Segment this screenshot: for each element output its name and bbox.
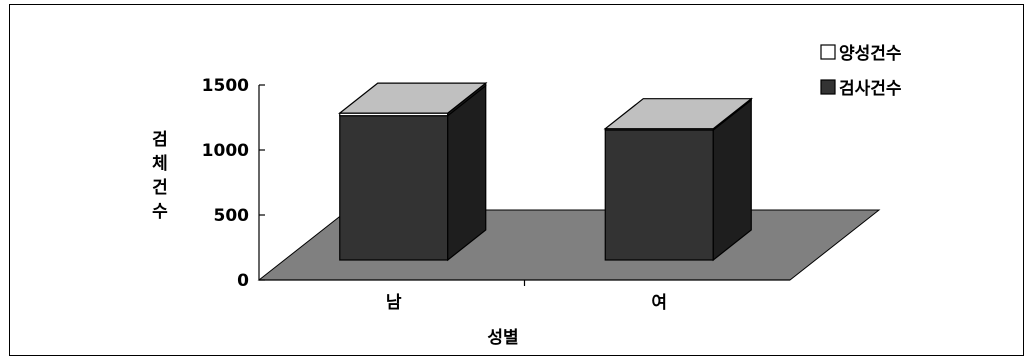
y-tick-label: 0 (237, 271, 249, 291)
y-axis-title-char: 체 (152, 154, 168, 174)
bar-segment (339, 115, 449, 261)
x-tick-label: 여 (651, 293, 667, 313)
y-tick-label: 1500 (202, 76, 249, 96)
bar-top (603, 98, 753, 130)
legend-label-tested: 검사건수 (839, 79, 902, 99)
bar-top (338, 82, 488, 114)
legend-label-positive: 양성건수 (839, 44, 902, 64)
legend-swatch-tested (820, 79, 836, 95)
x-tick-label: 남 (386, 293, 402, 313)
bar-2 (603, 97, 753, 262)
legend-swatch-positive (820, 44, 836, 60)
bar-segment (604, 129, 714, 261)
y-axis-title-char: 수 (152, 202, 168, 222)
y-axis-title-char: 검 (152, 130, 168, 150)
legend: 양성건수 검사건수 (820, 44, 902, 99)
y-axis-title-char: 건 (152, 178, 168, 198)
bar-1 (338, 81, 488, 262)
x-axis-title: 성별 (487, 328, 518, 348)
y-tick-label: 500 (214, 206, 250, 226)
y-tick-label: 1000 (202, 141, 249, 161)
